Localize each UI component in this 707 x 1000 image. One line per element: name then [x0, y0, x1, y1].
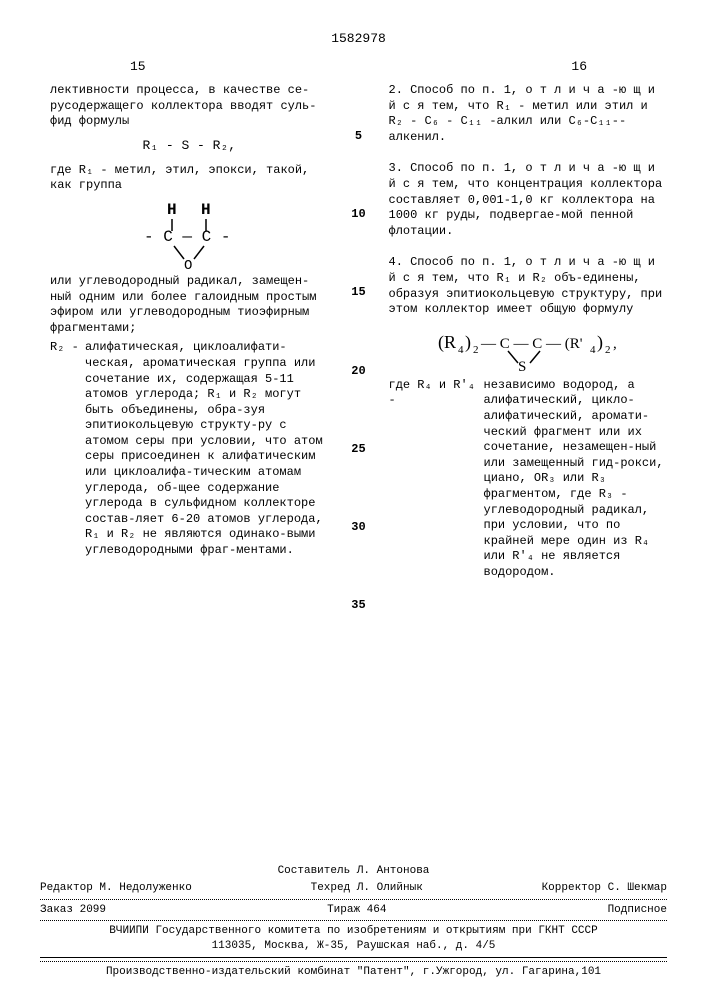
doc-number: 1582978 [50, 30, 667, 48]
svg-text:,: , [613, 336, 617, 352]
order-row: Заказ 2099 Тираж 464 Подписное [40, 903, 667, 918]
svg-text:2: 2 [473, 344, 479, 356]
svg-text:H: H [167, 201, 177, 219]
printer: Производственно-издательский комбинат "П… [40, 965, 667, 980]
corrector: Корректор С. Шекмар [542, 881, 667, 896]
credits-row: Редактор М. Недолуженко Техред Л. Олийны… [40, 881, 667, 896]
line-num: 30 [349, 519, 369, 535]
svg-text:): ) [465, 332, 471, 353]
page-number-left: 15 [130, 58, 146, 76]
divider [40, 899, 667, 900]
line-num: 20 [349, 363, 369, 379]
page-number-right: 16 [571, 58, 587, 76]
svg-text:S: S [518, 359, 526, 373]
r4-definition: где R₄ и R'₄ - независимо водород, а али… [389, 378, 668, 581]
tirage: Тираж 464 [327, 903, 386, 918]
left-column: лективности процесса, в качестве се-русо… [50, 83, 329, 613]
divider [40, 957, 667, 958]
svg-text:(R: (R [438, 332, 456, 353]
content-columns: лективности процесса, в качестве се-русо… [50, 83, 667, 613]
right-p2: 3. Способ по п. 1, о т л и ч а -ю щ и й … [389, 161, 668, 239]
line-num: 15 [349, 284, 369, 300]
line-num: 5 [349, 128, 369, 144]
left-p2: где R₁ - метил, этил, эпокси, такой, как… [50, 163, 329, 194]
line-num: 10 [349, 206, 369, 222]
right-column: 2. Способ по п. 1, о т л и ч а -ю щ и й … [389, 83, 668, 613]
left-p3: или углеводородный радикал, замещен-ный … [50, 274, 329, 336]
compiler: Составитель Л. Антонова [40, 864, 667, 879]
epithio-formula: (R 4 ) 2 — C — C — (R' 4 ) 2 , S [428, 323, 628, 373]
divider [40, 920, 667, 921]
svg-text:4: 4 [458, 344, 464, 356]
page-number-row: 15 16 [50, 58, 667, 76]
r2-text: алифатическая, циклоалифати-ческая, аром… [85, 340, 329, 558]
epoxy-structure: H H - C — C - O [129, 199, 249, 269]
svg-text:- C — C -: - C — C - [144, 228, 230, 246]
svg-text:H: H [201, 201, 211, 219]
divider [40, 961, 667, 962]
formula-r1sr2: R₁ - S - R₂, [50, 138, 329, 155]
r2-label: R₂ - [50, 340, 85, 558]
left-p1: лективности процесса, в качестве се-русо… [50, 83, 329, 130]
svg-text:4: 4 [590, 344, 596, 356]
techred: Техред Л. Олийнык [311, 881, 423, 896]
svg-text:O: O [184, 258, 192, 269]
right-p3: 4. Способ по п. 1, о т л и ч а -ю щ и й … [389, 255, 668, 317]
r4-label: где R₄ и R'₄ - [389, 378, 484, 581]
svg-text:2: 2 [605, 344, 611, 356]
line-num: 35 [349, 597, 369, 613]
order: Заказ 2099 [40, 903, 106, 918]
editor: Редактор М. Недолуженко [40, 881, 192, 896]
subscription: Подписное [608, 903, 667, 918]
svg-text:— C — C — (R': — C — C — (R' [480, 336, 583, 352]
line-num: 25 [349, 441, 369, 457]
r4-text: независимо водород, а алифатический, цик… [484, 378, 668, 581]
r2-definition: R₂ - алифатическая, циклоалифати-ческая,… [50, 340, 329, 558]
document-page: 1582978 15 16 лективности процесса, в ка… [0, 0, 707, 1000]
svg-text:): ) [597, 332, 603, 353]
document-footer: Составитель Л. Антонова Редактор М. Недо… [40, 864, 667, 980]
organization: ВЧИИПИ Государственного комитета по изоб… [40, 924, 667, 939]
line-number-gutter: 5 10 15 20 25 30 35 [349, 83, 369, 613]
right-p1: 2. Способ по п. 1, о т л и ч а -ю щ и й … [389, 83, 668, 145]
address: 113035, Москва, Ж-35, Раушская наб., д. … [40, 939, 667, 954]
